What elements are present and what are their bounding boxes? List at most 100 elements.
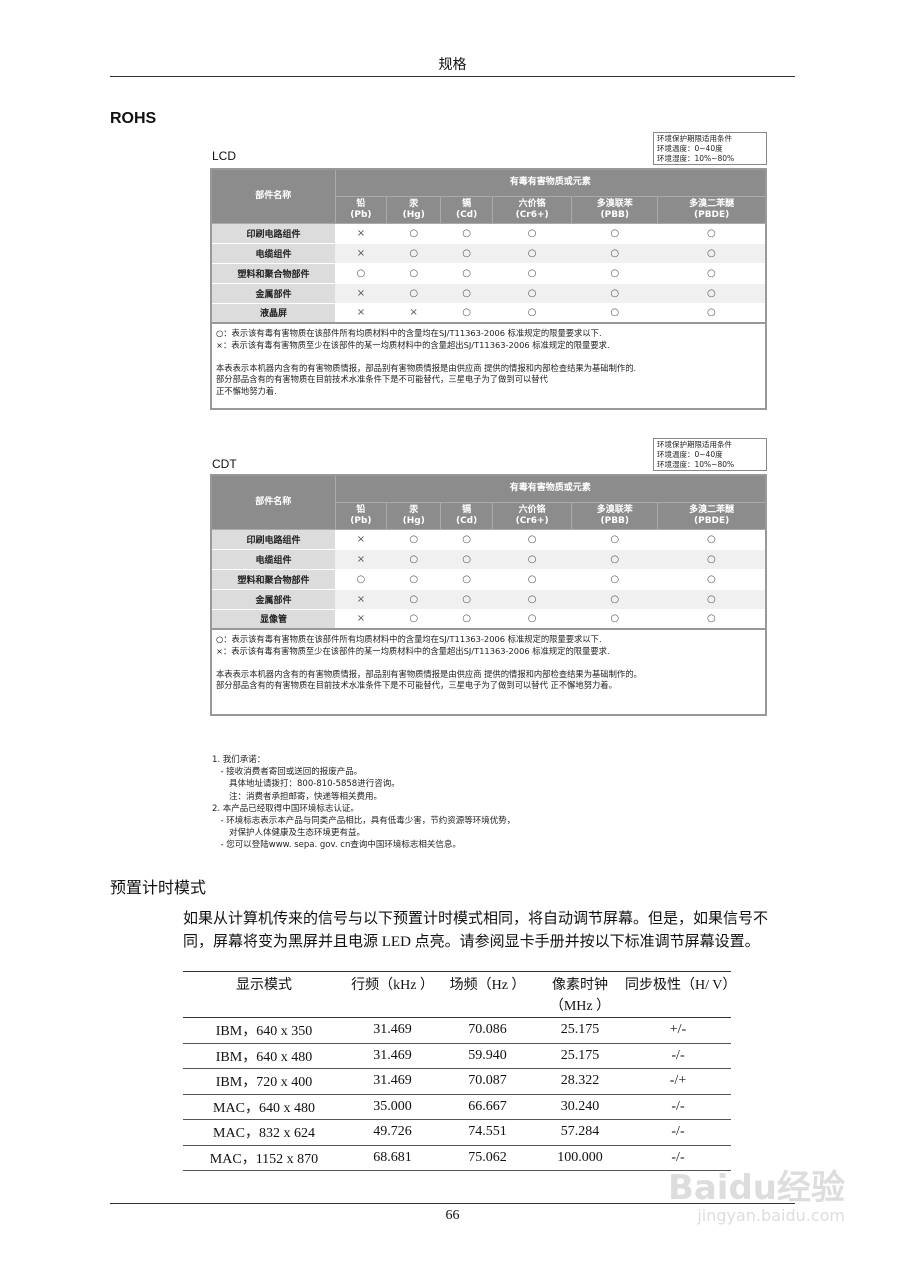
substance-cell: ○ — [571, 608, 658, 629]
substance-header: 多溴二苯醚 (PBDE) — [657, 195, 767, 224]
substance-cell: ○ — [440, 588, 493, 609]
table-cell: MAC，832 x 624 — [183, 1119, 345, 1146]
part-name: 印刷电路组件 — [211, 528, 335, 549]
rohs-notes: ○：表示该有毒有害物质在该部件所有均质材料中的含量均在SJ/T11363-200… — [210, 322, 767, 410]
promise-line: - 环境标志表示本产品与同类产品相比，具有低毒少害，节约资源等环境优势， — [212, 816, 516, 827]
substance-symbol: (PBDE) — [693, 515, 730, 526]
table-row: IBM，640 x 480 31.469 59.940 25.175 -/- — [183, 1043, 731, 1069]
substance-cell: ○ — [657, 588, 766, 609]
substance-cell: ○ — [492, 242, 572, 263]
substance-cell: ○ — [657, 608, 766, 629]
substance-cell: ○ — [657, 222, 766, 243]
part-name-header: 部件名称 — [210, 474, 336, 530]
substance-cell: ○ — [440, 242, 493, 263]
substance-cell: ○ — [571, 222, 658, 243]
substance-name: 多溴二苯醚 — [689, 504, 735, 515]
substance-cell: ○ — [657, 242, 766, 263]
table-row: 印刷电路组件 × ○ ○ ○ ○ ○ — [211, 222, 766, 243]
table-cell: 57.284 — [535, 1119, 625, 1146]
env-line: 环境湿度：10%~80% — [657, 154, 735, 163]
substance-cell: ○ — [571, 282, 658, 303]
substance-cell: × — [335, 588, 387, 609]
substance-cell: ○ — [492, 588, 572, 609]
column-header: 像素时钟（MHz ） — [535, 971, 625, 1018]
part-name: 印刷电路组件 — [211, 222, 335, 243]
substance-cell: ○ — [571, 548, 658, 569]
substance-cell: ○ — [571, 242, 658, 263]
substance-cell: × — [386, 302, 441, 323]
watermark-brand: Baidu经验 — [667, 1168, 845, 1208]
promise-line: 具体地址请拨打：800-810-5858进行咨询。 — [212, 779, 400, 790]
page-header: 规格 — [438, 57, 467, 73]
note-line: 部分部品含有的有害物质在目前技术水准条件下是不可能替代，三星电子为了做到可以替代 — [216, 374, 548, 384]
substance-cell: ○ — [440, 222, 493, 243]
part-name: 显像管 — [211, 608, 335, 629]
column-header: 行频（kHz ） — [345, 971, 440, 1018]
promise-line: 注：消费者承担邮寄，快递等相关费用。 — [212, 791, 383, 802]
promise-line: - 接收消费者寄回或送回的报废产品。 — [212, 767, 363, 778]
table-cell: 100.000 — [535, 1145, 625, 1171]
table-row: IBM，640 x 350 31.469 70.086 25.175 +/- — [183, 1017, 731, 1044]
table-row: 塑料和聚合物部件 ○ ○ ○ ○ ○ ○ — [211, 568, 766, 589]
note-line — [216, 657, 761, 669]
table-cell: -/+ — [625, 1068, 731, 1095]
table-cell: 59.940 — [440, 1043, 535, 1069]
table-cell: -/- — [625, 1043, 731, 1069]
substance-cell: × — [335, 608, 387, 629]
substance-cell: ○ — [440, 548, 493, 569]
substance-name: 镉 — [462, 198, 472, 209]
substance-cell: ○ — [440, 262, 493, 283]
table-cell: 30.240 — [535, 1094, 625, 1120]
substance-cell: ○ — [492, 608, 572, 629]
substance-cell: ○ — [440, 608, 493, 629]
substance-cell: ○ — [386, 568, 441, 589]
substance-symbol: (PBDE) — [693, 209, 730, 220]
note-line: 部分部品含有的有害物质在目前技术水准条件下是不可能替代，三星电子为了做到可以替代… — [216, 680, 617, 690]
substance-cell: ○ — [657, 548, 766, 569]
note-line: 正不懈地努力着. — [216, 385, 277, 396]
substance-cell: ○ — [571, 528, 658, 549]
rohs-title: ROHS — [110, 110, 157, 127]
substance-header: 铅 (Pb) — [334, 501, 388, 530]
substance-cell: ○ — [440, 302, 493, 323]
table-cell: 28.322 — [535, 1068, 625, 1095]
table-cell: IBM，640 x 480 — [183, 1043, 345, 1069]
timing-table: 显示模式 行频（kHz ）场频（Hz ）像素时钟（MHz ）同步极性（H/ V） I… — [183, 971, 736, 1171]
substance-cell: ○ — [571, 568, 658, 589]
substance-cell: ○ — [657, 302, 766, 323]
substance-cell: ○ — [571, 302, 658, 323]
header-rule — [110, 76, 795, 77]
substance-name: 六价铬 — [518, 504, 546, 515]
substance-cell: ○ — [492, 548, 572, 569]
substance-cell: ○ — [386, 528, 441, 549]
substance-header: 多溴联苯 (PBB) — [571, 195, 659, 224]
substance-cell: ○ — [657, 262, 766, 283]
substance-cell: ○ — [386, 608, 441, 629]
table-cell: 75.062 — [440, 1145, 535, 1171]
substance-cell: ○ — [571, 262, 658, 283]
table-cell: 74.551 — [440, 1119, 535, 1146]
table-cell: 25.175 — [535, 1017, 625, 1044]
env-conditions-box: 环境保护期限适用条件 环境温度：0~40度 环境湿度：10%~80% — [653, 438, 767, 471]
substance-symbol: (Hg) — [402, 209, 425, 220]
substance-cell: ○ — [386, 222, 441, 243]
table-cell: -/- — [625, 1094, 731, 1120]
part-name: 金属部件 — [211, 588, 335, 609]
table-cell: 35.000 — [345, 1094, 440, 1120]
substance-cell: ○ — [492, 282, 572, 303]
table-cell: +/- — [625, 1017, 731, 1044]
substance-symbol: (PBB) — [600, 515, 630, 526]
table-cell: MAC，640 x 480 — [183, 1094, 345, 1120]
substances-header: 有毒有害物质或元素 — [334, 474, 767, 503]
promise-notes: 1. 我们承诺： - 接收消费者寄回或送回的报废产品。 具体地址请拨打：800-… — [212, 754, 515, 852]
substance-cell: ○ — [492, 222, 572, 243]
table-cell: 31.469 — [345, 1043, 440, 1069]
table-cell: 25.175 — [535, 1043, 625, 1069]
substance-symbol: (PBB) — [600, 209, 630, 220]
note-line: ○：表示该有毒有害物质在该部件所有均质材料中的含量均在SJ/T11363-200… — [216, 634, 602, 644]
table-row: MAC，640 x 480 35.000 66.667 30.240 -/- — [183, 1094, 731, 1120]
substance-cell: × — [335, 548, 387, 569]
substance-symbol: (Cd) — [455, 515, 478, 526]
substance-cell: ○ — [386, 282, 441, 303]
table-row: 金属部件 × ○ ○ ○ ○ ○ — [211, 282, 766, 303]
